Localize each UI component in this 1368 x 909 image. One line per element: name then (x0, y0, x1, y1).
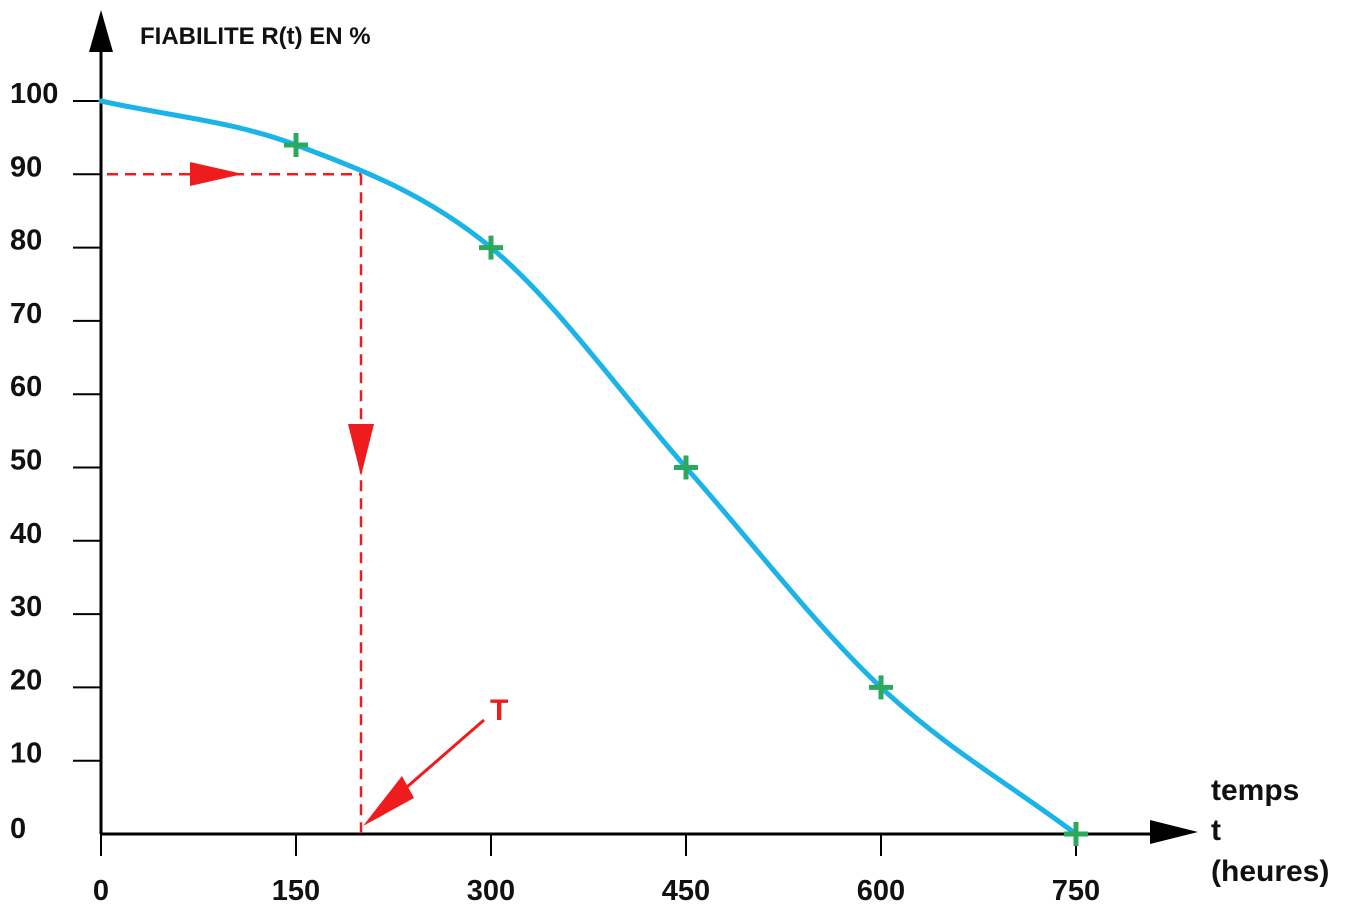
y-tick-label: 70 (10, 298, 42, 330)
x-axis-title-line-1: temps (1211, 774, 1299, 807)
y-tick-label: 60 (10, 371, 42, 403)
x-tick-label: 150 (272, 875, 320, 907)
x-axis-ticks: 0 150 300 450 600 750 (93, 834, 1100, 907)
data-point-marker (284, 132, 308, 157)
y-tick-label: 80 (10, 225, 42, 257)
arrow-down-icon (348, 424, 374, 476)
data-point-marker (869, 675, 893, 700)
x-tick-label: 300 (467, 875, 515, 907)
y-tick-label: 20 (10, 664, 42, 696)
y-axis-arrow-icon (89, 10, 113, 52)
x-axis-arrow-icon (1150, 820, 1198, 844)
data-point-marker (479, 235, 503, 260)
data-point-marker (674, 455, 698, 480)
reliability-curve (98, 98, 1079, 837)
y-tick-label: 30 (10, 591, 42, 623)
x-axis-title-line-3: (heures) (1211, 855, 1329, 888)
x-axis-title-line-2: t (1211, 814, 1221, 847)
x-tick-label: 0 (93, 875, 109, 907)
y-tick-label: 50 (10, 445, 42, 477)
y-axis-title: FIABILITE R(t) EN % (140, 23, 371, 50)
reliability-annotation (107, 162, 485, 834)
series-group (98, 98, 1079, 837)
data-point-marker (1064, 822, 1088, 846)
arrow-right-icon (190, 162, 243, 186)
marker-group (284, 132, 1088, 846)
y-tick-label: 10 (10, 738, 42, 770)
x-tick-label: 450 (662, 875, 710, 907)
x-tick-label: 600 (857, 875, 905, 907)
y-tick-label: 40 (10, 518, 42, 550)
y-tick-label: 0 (10, 813, 26, 845)
y-axis-ticks: 0 10 20 30 40 50 60 70 80 90 100 (10, 78, 101, 845)
y-tick-label: 100 (10, 78, 58, 110)
annotation-label-t: T (490, 694, 508, 727)
pointer-arrow-head-icon (363, 776, 414, 826)
y-tick-label: 90 (10, 151, 42, 183)
x-tick-label: 750 (1052, 875, 1100, 907)
